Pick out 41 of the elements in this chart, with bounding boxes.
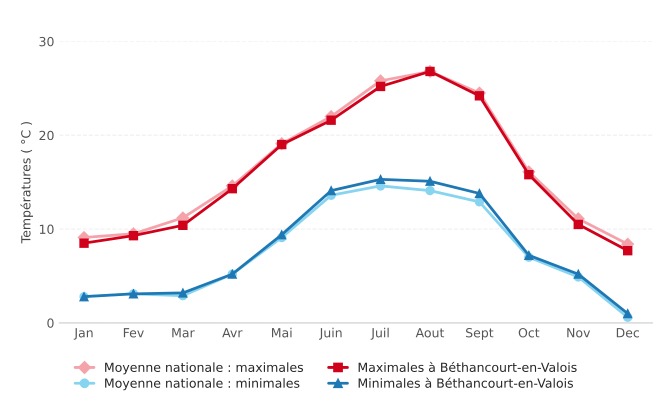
y-tick-label: 10 xyxy=(40,224,54,234)
x-tick-label: Juin xyxy=(319,328,342,340)
point xyxy=(474,197,484,207)
x-tick-label: Juil xyxy=(370,328,389,340)
x-tick-label: Nov xyxy=(567,328,590,338)
x-tick-label: Sept xyxy=(466,328,494,340)
x-tick-label: Jan xyxy=(74,328,93,340)
x-tick-label: Aout xyxy=(416,328,444,338)
point xyxy=(326,186,336,196)
x-tick-label: Fev xyxy=(124,328,144,338)
x-tick-label: Mai xyxy=(272,328,292,338)
legend-label: Maximales à Béthancourt-en-Valois xyxy=(358,362,577,372)
point xyxy=(623,308,632,318)
point xyxy=(524,170,534,180)
point xyxy=(376,174,386,184)
point xyxy=(425,186,435,196)
point xyxy=(474,91,484,101)
x-tick-label: Avr xyxy=(222,328,242,338)
legend-label: Minimales à Béthancourt-en-Valois xyxy=(358,378,573,388)
point xyxy=(326,116,336,125)
point xyxy=(474,188,484,198)
point xyxy=(425,176,435,186)
y-tick-label: 0 xyxy=(47,318,54,328)
point xyxy=(128,230,138,240)
point xyxy=(228,184,237,194)
point xyxy=(79,238,89,248)
point xyxy=(623,246,632,256)
point xyxy=(574,220,583,230)
legend-label: Moyenne nationale : maximales xyxy=(105,362,304,374)
x-tick-label: Mar xyxy=(172,328,195,338)
point xyxy=(376,82,386,92)
point xyxy=(277,230,286,240)
legend-label: Moyenne nationale : minimales xyxy=(105,378,300,390)
x-tick-label: Dec xyxy=(616,328,640,338)
point xyxy=(178,220,188,230)
y-axis-title: Températures ( °C ) xyxy=(20,122,33,244)
y-tick-label: 20 xyxy=(39,130,54,140)
point xyxy=(574,269,583,279)
point xyxy=(178,288,188,298)
y-tick-label: 30 xyxy=(39,36,54,46)
x-tick-label: Oct xyxy=(518,328,540,338)
